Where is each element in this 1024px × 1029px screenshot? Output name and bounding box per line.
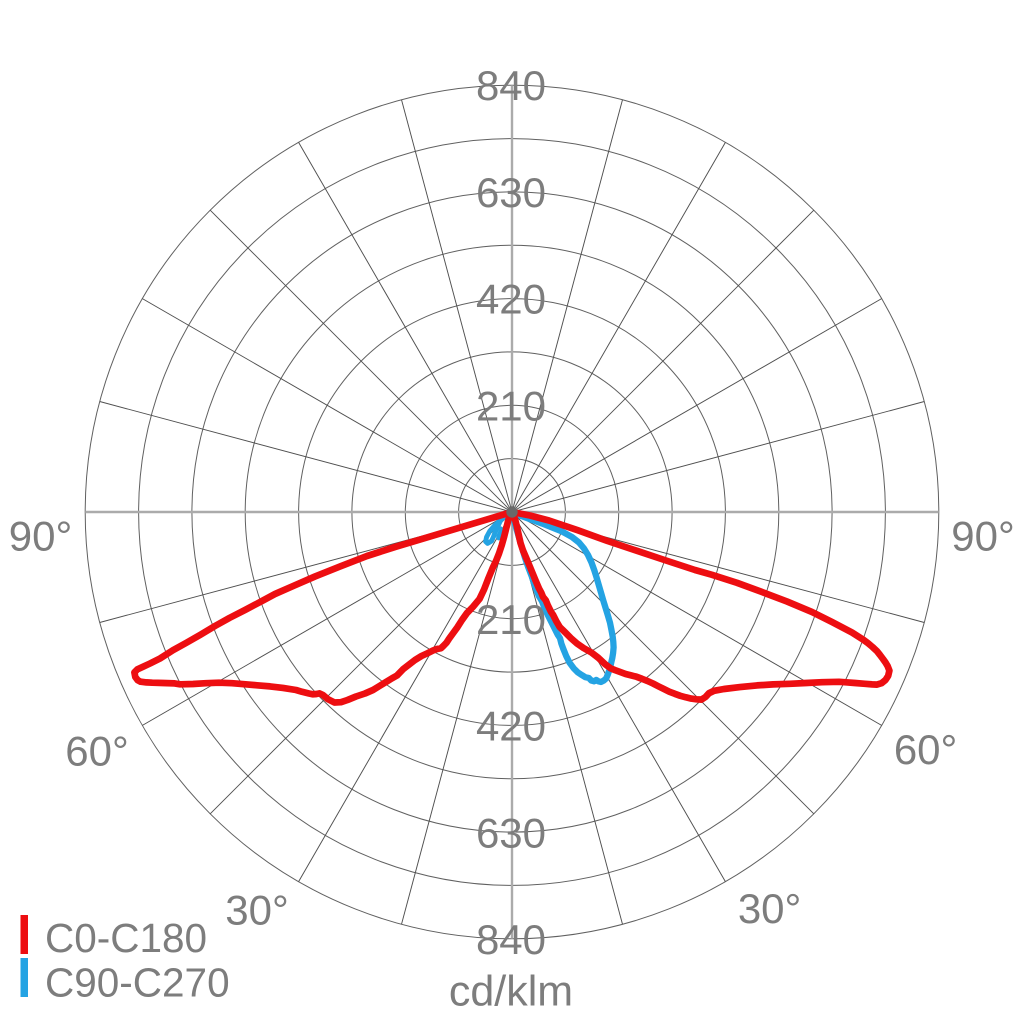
svg-text:420: 420 bbox=[476, 703, 546, 750]
svg-text:210: 210 bbox=[476, 596, 546, 643]
svg-text:630: 630 bbox=[476, 809, 546, 856]
svg-text:840: 840 bbox=[476, 62, 546, 109]
svg-text:630: 630 bbox=[476, 169, 546, 216]
svg-text:60°: 60° bbox=[65, 727, 129, 774]
svg-text:210: 210 bbox=[476, 382, 546, 429]
svg-text:30°: 30° bbox=[225, 886, 289, 933]
svg-text:90°: 90° bbox=[9, 512, 73, 559]
svg-text:840: 840 bbox=[476, 916, 546, 963]
svg-text:60°: 60° bbox=[894, 726, 958, 773]
svg-text:30°: 30° bbox=[738, 885, 802, 932]
svg-text:cd/klm: cd/klm bbox=[449, 968, 573, 1016]
svg-text:420: 420 bbox=[476, 276, 546, 323]
svg-text:C0-C180: C0-C180 bbox=[45, 915, 207, 961]
svg-text:C90-C270: C90-C270 bbox=[45, 960, 230, 1006]
svg-text:90°: 90° bbox=[951, 512, 1015, 559]
